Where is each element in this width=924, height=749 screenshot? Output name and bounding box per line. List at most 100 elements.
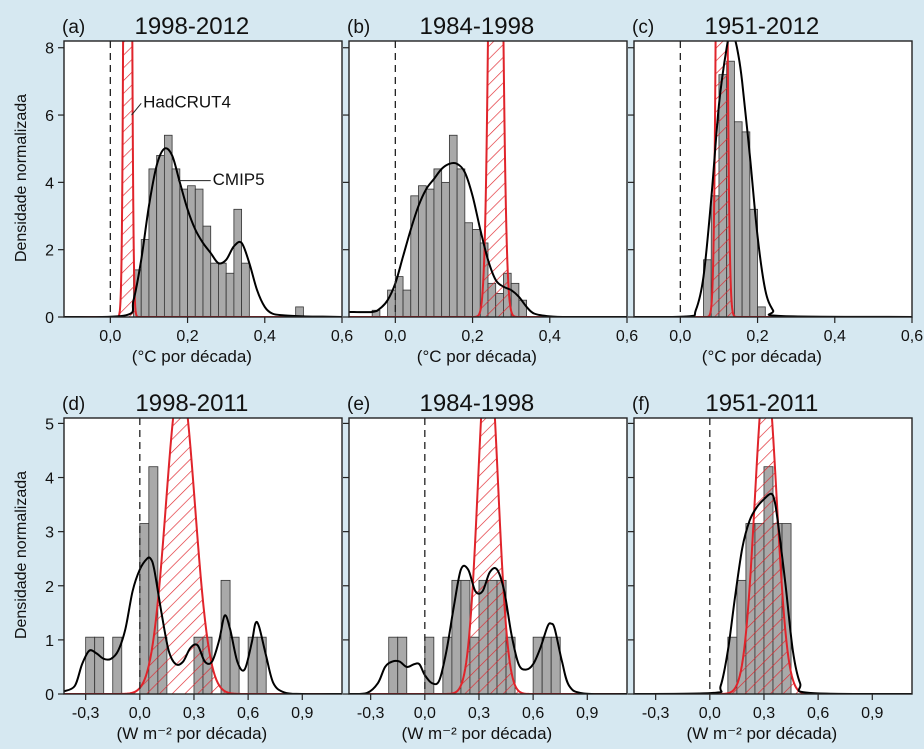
y-tick-label: 1: [45, 633, 54, 650]
observation-pdf-line: [64, 418, 342, 694]
histogram-bar: [220, 579, 231, 694]
observation-pdf-line: [349, 418, 627, 694]
y-tick-label: 0: [45, 310, 54, 327]
plot-frame: [633, 417, 913, 695]
x-tick-label: 0,9: [291, 705, 313, 722]
x-axis-label: (°C por década): [702, 347, 822, 366]
x-axis-label: (°C por década): [417, 347, 537, 366]
histogram-bar: [210, 262, 219, 317]
observation-pdf-fill: [443, 418, 533, 694]
x-tick-label: 0,4: [254, 328, 276, 345]
model-pdf-line: [349, 564, 627, 694]
histogram-bar: [733, 121, 743, 317]
panel-d: -0,3 0,0 0,3 0,6 0,9 0 1 2 3 4 5 (d) 1998-2011 (W m⁻²…: [45, 390, 343, 743]
plot-frame: [348, 417, 628, 695]
panel-title: 1984-1998: [419, 390, 534, 417]
y-tick-label: 6: [45, 108, 54, 125]
x-tick-label: 0,2: [461, 328, 483, 345]
x-tick-label: 0,6: [616, 328, 638, 345]
x-tick-label: 0,9: [861, 705, 883, 722]
panel-letter: (c): [632, 17, 654, 38]
panel-f: -0,3 0,0 0,3 0,6 0,9 (f) 1951-2011 (W m⁻² por d…: [628, 390, 913, 743]
x-tick-label: 0,4: [539, 328, 561, 345]
observation-pdf-line: [634, 41, 912, 317]
histogram-bar: [163, 134, 173, 317]
y-tick-label: 0: [45, 687, 54, 704]
x-tick-label: 0,4: [824, 328, 846, 345]
plot-frame: [633, 40, 913, 318]
histogram-bar: [85, 636, 96, 694]
observation-pdf-fill: [115, 418, 246, 694]
histogram-bar: [402, 289, 412, 317]
histogram-bar: [218, 262, 227, 317]
histogram-bar: [94, 636, 105, 694]
model-pdf-line: [634, 41, 912, 317]
y-tick-label: 8: [45, 41, 54, 58]
x-tick-label: 0,6: [807, 705, 829, 722]
x-tick-label: 0,2: [176, 328, 198, 345]
x-tick-label: 0,3: [753, 705, 775, 722]
x-tick-label: -0,3: [642, 705, 670, 722]
panels-group: 0,0 0,2 0,4 0,6 0 2 4 6 8 (a) 1998-2012 (°C por déc…: [45, 13, 923, 743]
panel-title: 1984-1998: [419, 13, 534, 40]
x-tick-label: -0,3: [72, 705, 100, 722]
histogram-bar: [741, 131, 751, 317]
x-tick-label: 0,9: [576, 705, 598, 722]
plot-area: [634, 41, 912, 317]
observation-pdf-line: [349, 41, 627, 317]
y-axis-label-top: Densidade normalizada: [13, 94, 30, 262]
y-tick-label: 3: [45, 525, 54, 542]
histogram-bar: [425, 188, 435, 317]
histogram-bar: [456, 168, 466, 317]
model-pdf-line: [64, 147, 342, 317]
histogram-bar: [171, 168, 181, 317]
histogram-bar: [233, 208, 243, 317]
panel-c: 0,0 0,2 0,4 0,6 (c) 1951-2012 (°C por década): [628, 13, 923, 366]
x-tick-label: 0,6: [522, 705, 544, 722]
x-axis-label: (°C por década): [132, 347, 252, 366]
histogram-bar: [441, 181, 450, 317]
y-tick-label: 4: [45, 471, 54, 488]
observation-pdf-fill: [717, 418, 815, 694]
x-tick-label: 0,0: [384, 328, 406, 345]
y-axis-label-bottom: Densidade normalizada: [13, 471, 30, 639]
annotation-leader: [131, 102, 142, 116]
histogram-bar: [388, 636, 399, 694]
x-axis-label: (W m⁻² por década): [687, 724, 838, 743]
x-tick-label: 0,2: [746, 328, 768, 345]
annotation-label: CMIP5: [213, 170, 265, 189]
x-axis-label: (W m⁻² por década): [117, 724, 268, 743]
plot-area: [349, 41, 627, 317]
histogram-bar: [757, 306, 766, 317]
panel-e: -0,3 0,0 0,3 0,6 0,9 (e) 1984-1998 (W m⁻² por d…: [343, 390, 628, 743]
histogram-bar: [256, 636, 267, 694]
histogram-bar: [247, 636, 258, 694]
panel-title: 1998-2011: [135, 390, 248, 417]
histogram-bar: [433, 168, 443, 317]
panel-title: 1951-2012: [704, 13, 819, 40]
histogram-bar: [241, 262, 250, 317]
plot-area: [349, 418, 627, 694]
x-tick-label: 0,3: [468, 705, 490, 722]
y-tick-label: 4: [45, 175, 54, 192]
panel-letter: (b): [347, 17, 370, 38]
panel-b: 0,0 0,2 0,4 0,6 (b) 1984-1998 (°C por década): [343, 13, 638, 366]
y-tick-label: 5: [45, 416, 54, 433]
x-tick-label: 0,0: [699, 705, 721, 722]
plot-frame: [348, 40, 628, 318]
x-axis-label: (W m⁻² por década): [402, 724, 553, 743]
x-tick-label: -0,3: [357, 705, 385, 722]
x-tick-label: 0,0: [669, 328, 691, 345]
histogram-bar: [424, 636, 435, 694]
x-tick-label: 0,6: [901, 328, 923, 345]
x-tick-label: 0,0: [414, 705, 436, 722]
panel-title: 1951-2011: [705, 390, 818, 417]
plot-frame: [63, 40, 343, 318]
panel-title: 1998-2012: [134, 13, 249, 40]
x-tick-label: 0,0: [129, 705, 151, 722]
plot-background: [634, 41, 912, 317]
histogram-bar: [451, 579, 462, 694]
histogram-bar: [202, 225, 212, 317]
annotation-label: HadCRUT4: [143, 93, 231, 112]
